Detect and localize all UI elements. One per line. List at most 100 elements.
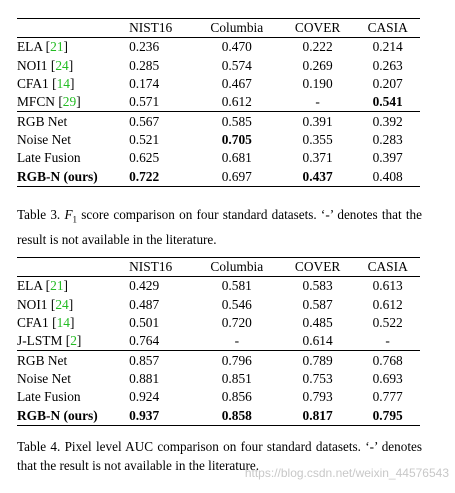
method-name: RGB-N (ours) [17,407,98,423]
score-cell: 0.851 [221,370,252,386]
method-name: RGB Net [17,113,68,129]
column-header: CASIA [355,17,420,39]
method-name: J-LSTM [17,333,63,349]
column-header: COVER [279,256,356,278]
score-cell: 0.613 [372,278,403,294]
score-cell: 0.467 [221,76,252,92]
score-cell: 0.697 [193,167,280,187]
column-header: Columbia [193,256,280,278]
score-cell: 0.858 [193,406,280,426]
column-header: Columbia [193,17,280,39]
score-cell: 0.768 [355,350,420,370]
score-cell: 0.681 [221,150,252,166]
citation-link[interactable]: 14 [56,76,70,92]
score-cell: 0.429 [129,278,160,294]
score-cell: 0.856 [221,389,252,405]
f-symbol: F [64,207,73,222]
score-cell: 0.283 [372,131,403,147]
score-cell: 0.470 [221,39,252,55]
score-cell: 0.614 [302,333,333,349]
score-cell: 0.722 [129,167,194,187]
score-cell: 0.214 [372,39,403,55]
method-name-cell: RGB Net [17,111,130,131]
score-cell: 0.437 [279,167,356,187]
score-cell: 0.857 [129,350,194,370]
score-cell: 0.263 [372,57,403,73]
score-cell: 0.574 [221,57,252,73]
table-3: NIST16 Columbia COVER CASIA ELA [21] 0.236 0.4… [17,17,420,187]
citation-link[interactable]: 2 [70,333,77,349]
score-cell: 0.795 [355,406,420,426]
score-cell: 0.222 [302,39,333,55]
table-row: Noise Net 0.521 0.705 0.355 0.283 [17,131,420,149]
method-name-cell: NOI1 [24] [17,296,74,312]
table-row: ELA [21] 0.236 0.470 0.222 0.214 [17,38,420,57]
table-row: NOI1 [24] 0.285 0.574 0.269 0.263 [17,57,420,75]
method-name: ELA [17,278,43,294]
score-cell: 0.174 [129,76,160,92]
table-row: NOI1 [24] 0.487 0.546 0.587 0.612 [17,296,420,314]
score-cell: 0.585 [193,111,280,131]
table-row: RGB Net 0.567 0.585 0.391 0.392 [17,111,420,131]
table-row: Late Fusion 0.625 0.681 0.371 0.397 [17,149,420,167]
citation-link[interactable]: 24 [55,296,69,312]
score-cell: 0.720 [221,315,252,331]
table-3-caption: Table 3. F1 score comparison on four sta… [17,205,422,249]
table-3-block: NIST16 Columbia COVER CASIA ELA [21] 0.236 0.4… [17,17,437,187]
column-header: NIST16 [129,256,194,278]
method-name: RGB Net [17,352,68,368]
score-cell: 0.583 [302,278,333,294]
score-cell: 0.753 [302,370,333,386]
score-cell: 0.881 [129,370,160,386]
score-cell: 0.796 [193,350,280,370]
table-row: CFA1 [14] 0.174 0.467 0.190 0.207 [17,75,420,93]
method-name: Noise Net [17,131,71,147]
table-row: RGB-N (ours) 0.937 0.858 0.817 0.795 [17,406,420,426]
score-cell: 0.612 [372,296,403,312]
citation-link[interactable]: 24 [55,57,69,73]
column-header: NIST16 [129,17,194,39]
score-cell: 0.236 [129,39,160,55]
score-cell: 0.567 [129,111,194,131]
citation-link[interactable]: 29 [62,94,77,110]
score-cell: - [385,333,390,349]
score-cell: 0.501 [129,315,160,331]
score-cell: - [234,333,240,349]
table-row: Noise Net 0.881 0.851 0.753 0.693 [17,370,420,388]
score-cell: 0.408 [355,167,420,187]
method-name-cell: CFA1 [14] [17,76,75,92]
score-cell: 0.789 [279,350,356,370]
watermark: https://blog.csdn.net/weixin_44576543 [244,466,449,480]
method-name-cell: CFA1 [14] [17,315,75,331]
score-cell: 0.817 [279,406,356,426]
header-blank [17,256,130,278]
method-name-cell: Noise Net [17,131,129,149]
method-name: Late Fusion [17,389,81,405]
score-cell: 0.521 [129,131,160,147]
f-subscript: 1 [72,214,78,225]
method-name: Noise Net [17,370,71,386]
citation-link[interactable]: 14 [56,315,70,331]
score-cell: 0.571 [129,94,160,110]
score-cell: 0.207 [372,76,403,92]
score-cell: 0.371 [302,150,333,166]
method-name-cell: MFCN [29] [17,94,81,110]
table-row: Late Fusion 0.924 0.856 0.793 0.777 [17,388,420,406]
score-cell: 0.541 [372,94,403,110]
table-row: RGB-N (ours) 0.722 0.697 0.437 0.408 [17,167,420,187]
method-name-cell: ELA [21] [17,278,68,294]
table-4-caption: Table 4. Pixel level AUC comparison on f… [17,439,422,473]
method-name: NOI1 [17,296,48,312]
column-header: COVER [279,17,356,39]
table-row: MFCN [29] 0.571 0.612 - 0.541 [17,93,420,112]
method-name: CFA1 [17,76,49,92]
citation-link[interactable]: 21 [50,278,64,294]
score-cell: 0.705 [221,131,252,147]
score-cell: 0.937 [129,406,194,426]
score-cell: 0.522 [372,315,403,331]
citation-link[interactable]: 21 [50,39,64,55]
score-cell: 0.487 [129,296,160,312]
score-cell: 0.625 [129,150,160,166]
header-blank [17,17,130,39]
table-row: J-LSTM [2] 0.764 - 0.614 - [17,332,420,351]
